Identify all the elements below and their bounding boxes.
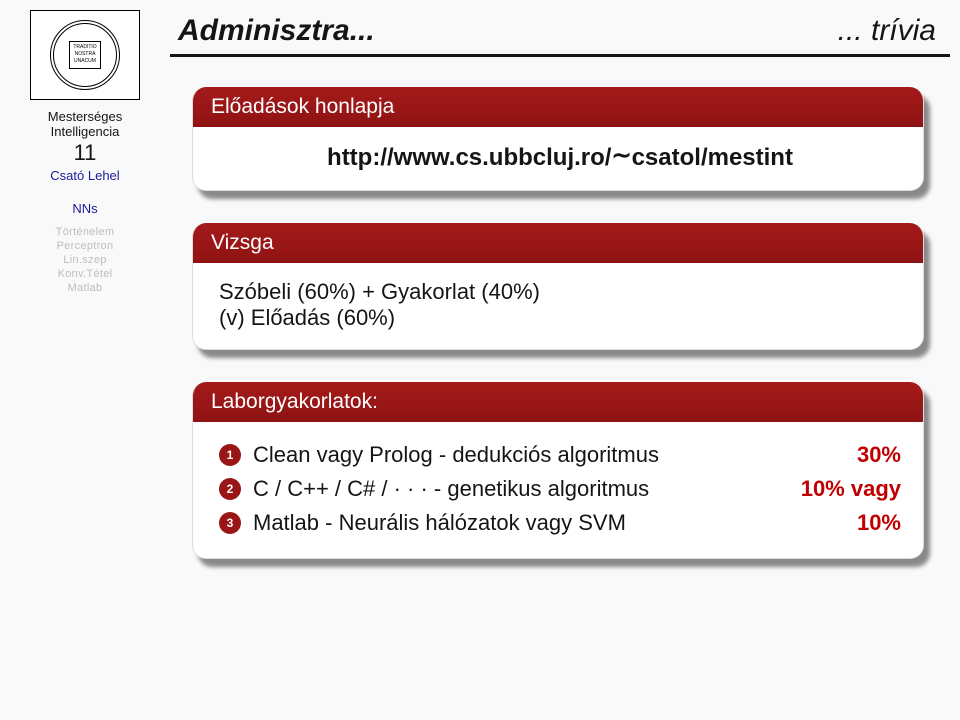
labs-header: Laborgyakorlatok: — [193, 382, 923, 422]
lab-text: C / C++ / C# / · · · - genetikus algorit… — [253, 476, 793, 502]
url-prefix: http://www.cs.ubbcluj.ro/ — [327, 144, 611, 171]
nav-item[interactable]: Történelem — [56, 226, 115, 238]
labs-block: Laborgyakorlatok: 1 Clean vagy Prolog - … — [192, 382, 924, 559]
lab-text: Clean vagy Prolog - dedukciós algoritmus — [253, 442, 849, 468]
sidebar: TRADITIONOSTRAUNACUM Mesterséges Intelli… — [0, 0, 170, 720]
nav-item[interactable]: Matlab — [56, 282, 115, 294]
lectures-body: http://www.cs.ubbcluj.ro/∼csatol/mestint — [193, 127, 923, 190]
main-content: Adminisztra... ... trívia Előadások honl… — [170, 0, 960, 720]
exam-block: Vizsga Szóbeli (60%) + Gyakorlat (40%) (… — [192, 223, 924, 350]
course-title-line1: Mesterséges — [48, 110, 122, 125]
nav-list: Történelem Perceptron Lin.szep Konv.Téte… — [56, 224, 115, 296]
lectures-header: Előadások honlapja — [193, 87, 923, 127]
exam-line2: (v) Előadás (60%) — [219, 305, 901, 331]
labs-body: 1 Clean vagy Prolog - dedukciós algoritm… — [193, 422, 923, 558]
lectures-url[interactable]: http://www.cs.ubbcluj.ro/∼csatol/mestint — [327, 142, 793, 171]
nav-item[interactable]: Perceptron — [56, 240, 115, 252]
lectures-block: Előadások honlapja http://www.cs.ubbcluj… — [192, 87, 924, 191]
nav-item[interactable]: Lin.szep — [56, 254, 115, 266]
page-title-left: Adminisztra... — [178, 14, 375, 48]
title-rule — [170, 54, 950, 57]
lab-percentage: 10% vagy — [801, 476, 901, 502]
university-logo: TRADITIONOSTRAUNACUM — [30, 10, 140, 100]
labs-list: 1 Clean vagy Prolog - dedukciós algoritm… — [219, 438, 901, 540]
course-title: Mesterséges Intelligencia — [48, 110, 122, 140]
course-number: 11 — [74, 140, 97, 166]
exam-body: Szóbeli (60%) + Gyakorlat (40%) (v) Előa… — [193, 263, 923, 349]
nav-section-title[interactable]: NNs — [72, 201, 97, 216]
course-title-line2: Intelligencia — [48, 125, 122, 140]
list-bullet-icon: 2 — [219, 478, 241, 500]
list-bullet-icon: 3 — [219, 512, 241, 534]
seal-icon: TRADITIONOSTRAUNACUM — [50, 20, 120, 90]
lab-text: Matlab - Neurális hálózatok vagy SVM — [253, 510, 849, 536]
nav-item[interactable]: Konv.Tétel — [56, 268, 115, 280]
url-suffix: csatol/mestint — [632, 144, 793, 171]
page-title-right: ... trívia — [838, 14, 936, 48]
lab-item: 1 Clean vagy Prolog - dedukciós algoritm… — [219, 438, 901, 472]
list-bullet-icon: 1 — [219, 444, 241, 466]
lab-item: 2 C / C++ / C# / · · · - genetikus algor… — [219, 472, 901, 506]
author-name: Csató Lehel — [50, 168, 119, 183]
title-bar: Adminisztra... ... trívia — [170, 4, 950, 54]
lab-percentage: 10% — [857, 510, 901, 536]
exam-line1: Szóbeli (60%) + Gyakorlat (40%) — [219, 279, 901, 305]
lab-percentage: 30% — [857, 442, 901, 468]
tilde-symbol: ∼ — [611, 142, 631, 169]
lab-item: 3 Matlab - Neurális hálózatok vagy SVM 1… — [219, 506, 901, 540]
exam-header: Vizsga — [193, 223, 923, 263]
